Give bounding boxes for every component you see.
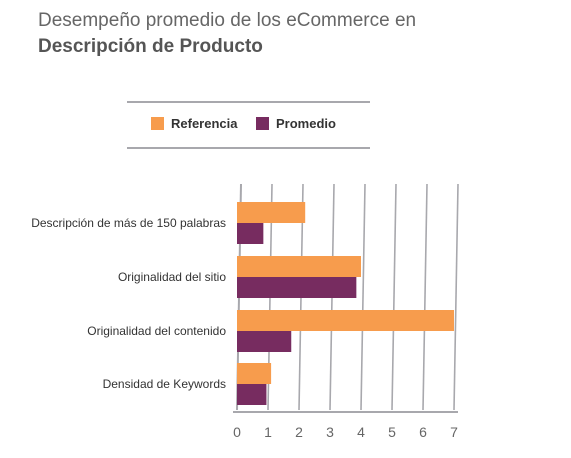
x-tick-label: 0 — [233, 424, 241, 440]
x-tick-label: 6 — [419, 424, 427, 440]
gridline-5 — [391, 183, 397, 411]
bar-promedio-0 — [237, 223, 264, 244]
bar-referencia-1 — [237, 256, 361, 277]
gridline-4 — [360, 183, 366, 411]
x-tick-label: 7 — [450, 424, 458, 440]
category-label: Originalidad del sitio — [118, 270, 226, 284]
x-tick-label: 5 — [388, 424, 396, 440]
bar-referencia-0 — [237, 202, 306, 223]
legend-label-promedio: Promedio — [276, 116, 336, 131]
legend-swatch-referencia — [151, 117, 164, 130]
bar-referencia-2 — [237, 310, 454, 331]
x-tick-label: 4 — [357, 424, 365, 440]
gridline-7 — [453, 183, 459, 411]
bar-promedio-1 — [237, 277, 357, 298]
legend-item-promedio: Promedio — [256, 116, 336, 131]
chart-title-line2: Descripción de Producto — [38, 36, 263, 57]
chart-title-line1: Desempeño promedio de los eCommerce en — [38, 10, 417, 31]
legend-label-referencia: Referencia — [171, 116, 238, 131]
bar-referencia-3 — [237, 363, 272, 384]
legend: Referencia Promedio — [127, 101, 370, 149]
bar-promedio-3 — [237, 384, 267, 405]
x-tick-label: 2 — [295, 424, 303, 440]
chart-title: Desempeño promedio de los eCommerce en D… — [38, 8, 416, 60]
bar-promedio-2 — [237, 331, 292, 352]
gridline-6 — [422, 183, 428, 411]
category-label: Densidad de Keywords — [103, 377, 226, 391]
legend-item-referencia: Referencia — [151, 116, 237, 131]
legend-swatch-promedio — [256, 117, 269, 130]
category-label: Originalidad del contenido — [87, 324, 226, 338]
category-label: Descripción de más de 150 palabras — [31, 216, 226, 230]
x-tick-label: 1 — [264, 424, 272, 440]
x-tick-label: 3 — [326, 424, 334, 440]
